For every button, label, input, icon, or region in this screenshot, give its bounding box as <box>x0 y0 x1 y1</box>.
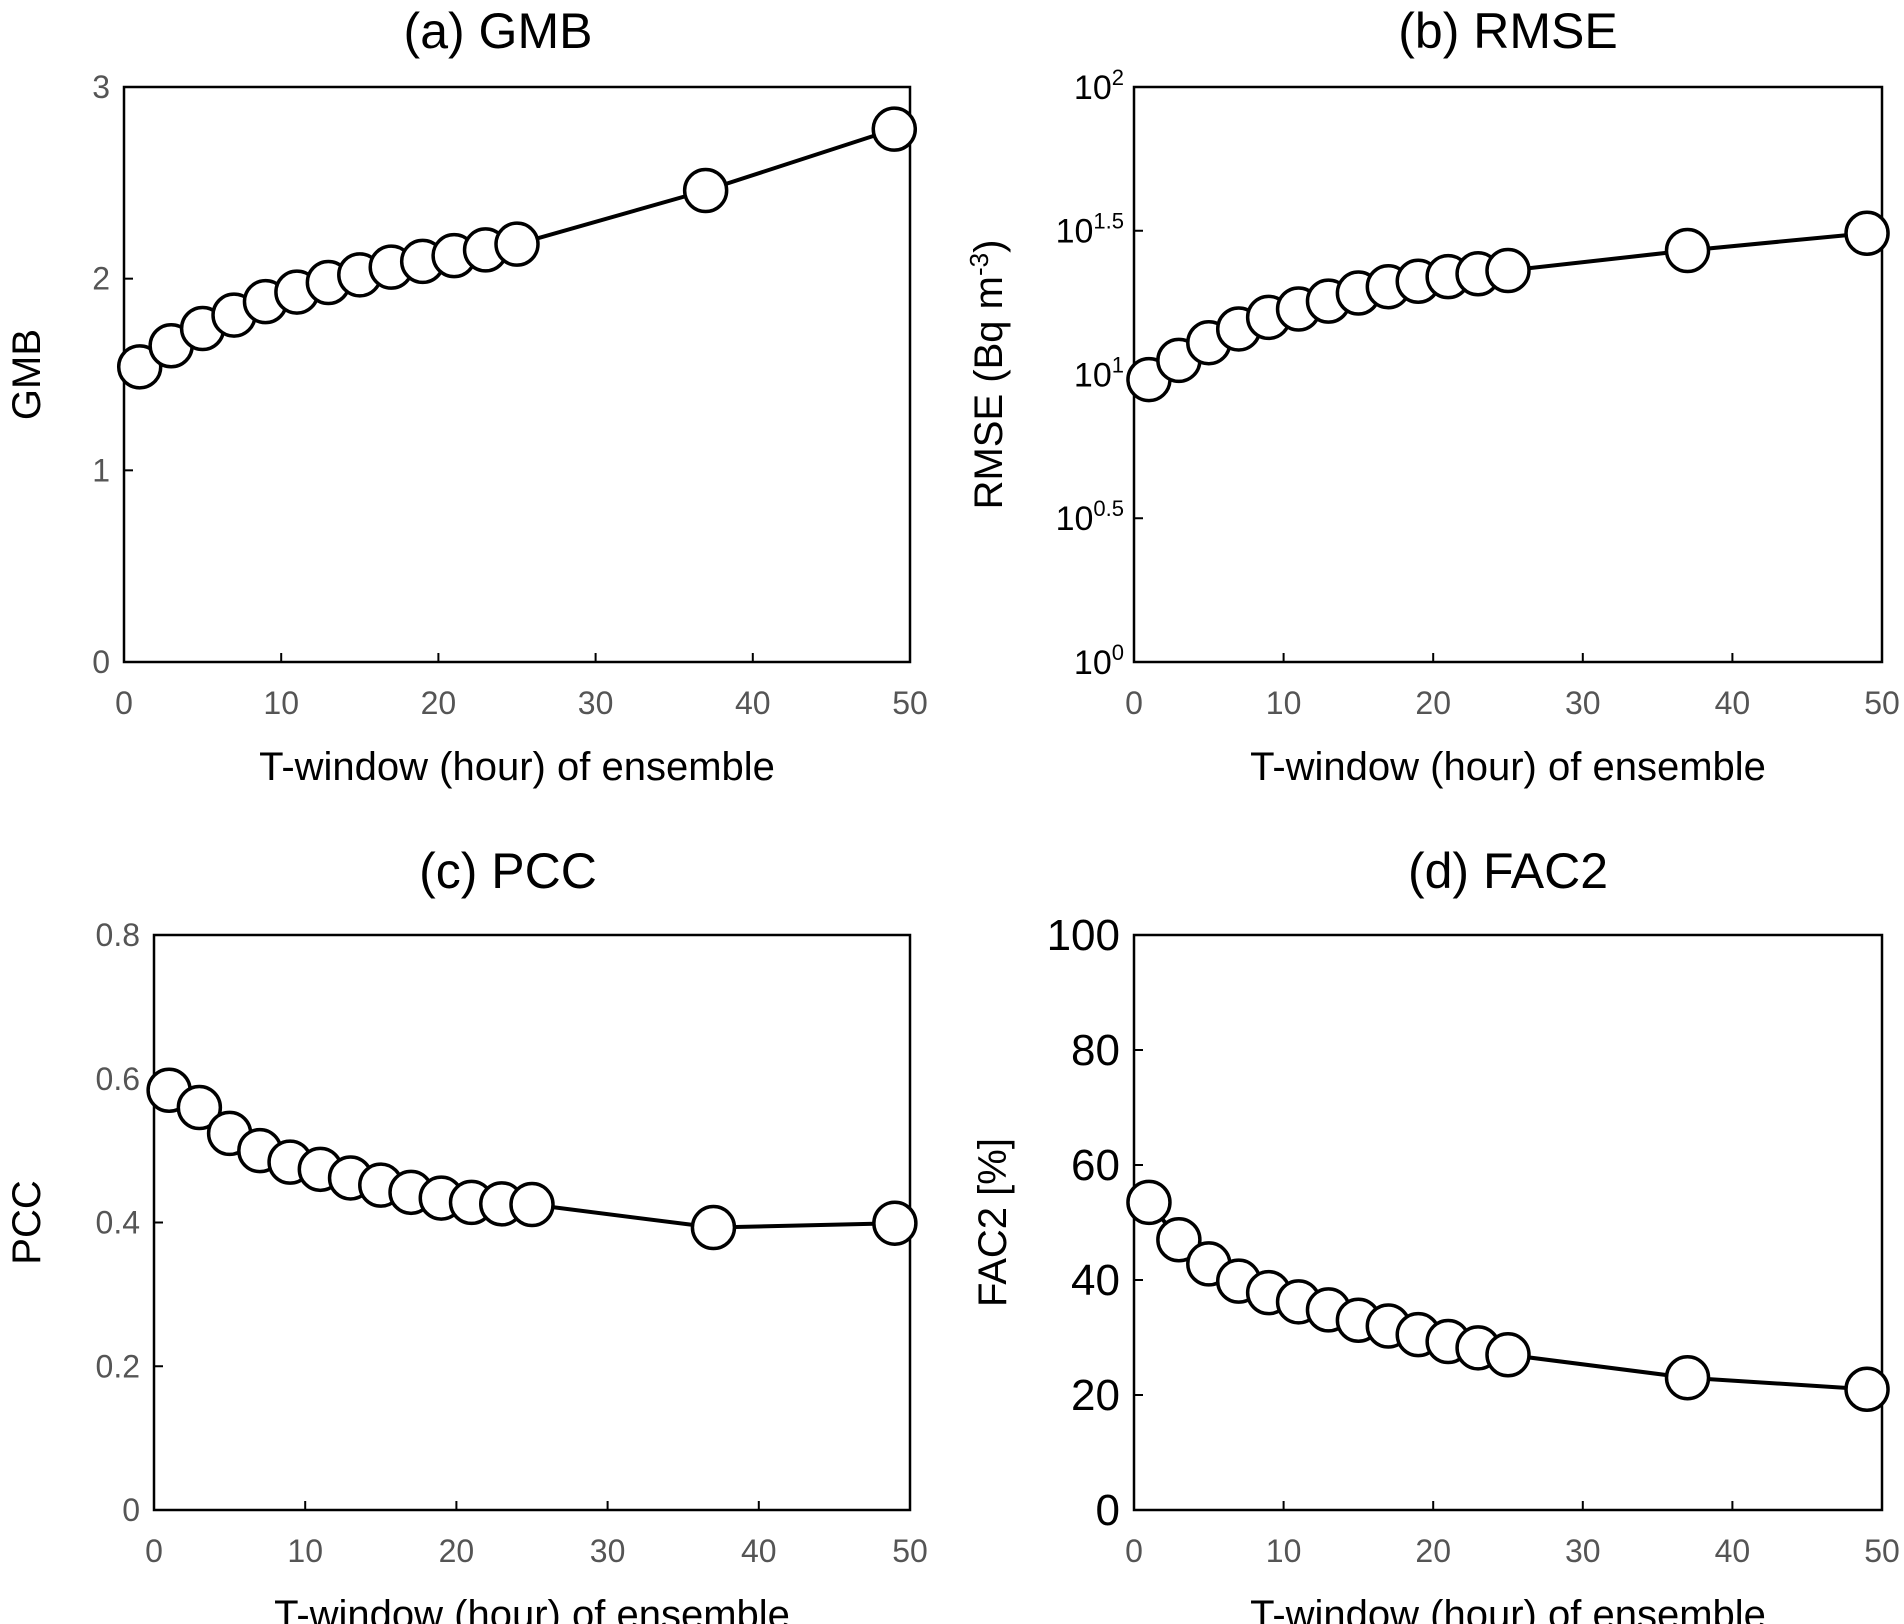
y-axis-label: FAC2 [%] <box>971 1138 1015 1307</box>
x-tick-label: 50 <box>892 685 928 721</box>
y-tick-base: 10 <box>1056 213 1094 251</box>
x-tick-label: 30 <box>1565 1533 1601 1569</box>
y-tick-label: 2 <box>92 261 110 297</box>
y-tick-label: 100 <box>1047 911 1120 960</box>
chart-title: (a) GMB <box>404 3 593 59</box>
data-point <box>1126 1179 1172 1226</box>
x-tick-label: 20 <box>439 1533 475 1569</box>
data-point <box>690 1204 737 1251</box>
x-tick-label: 30 <box>578 685 614 721</box>
y-tick-label: 80 <box>1071 1026 1120 1075</box>
data-point <box>1664 227 1711 274</box>
y-tick-label: 100 <box>1074 640 1124 682</box>
y-tick-label: 0.8 <box>96 917 140 953</box>
y-tick-base: 10 <box>1074 357 1112 395</box>
y-tick-label: 0.4 <box>96 1205 140 1241</box>
x-tick-label: 0 <box>145 1533 163 1569</box>
data-point <box>1485 247 1531 294</box>
y-tick-exponent: 1.5 <box>1093 209 1124 234</box>
x-tick-label: 10 <box>1266 1533 1302 1569</box>
x-tick-label: 10 <box>287 1533 323 1569</box>
x-tick-label: 0 <box>115 685 133 721</box>
y-axis-label: PCC <box>5 1180 49 1264</box>
y-axis-label: RMSE (Bq m-3) <box>964 240 1011 510</box>
panel-pcc: (c) PCC 0 10 20 30 40 50 0 0.2 0.4 0.6 0.8 T-window … <box>5 843 928 1624</box>
panel-gmb: (a) GMB 0 10 20 30 40 50 0 1 2 3 T-window (hour) of… <box>5 3 928 789</box>
y-tick-base: 10 <box>1074 69 1112 107</box>
y-tick-label: 101 <box>1074 353 1124 395</box>
y-tick-exponent: 0 <box>1112 640 1124 665</box>
y-tick-label: 60 <box>1071 1141 1120 1190</box>
y-tick-label: 1 <box>92 452 110 488</box>
chart-title: (b) RMSE <box>1398 3 1617 59</box>
y-tick-exponent: 1 <box>1112 353 1124 378</box>
y-tick-label: 100.5 <box>1056 496 1124 538</box>
panel-fac2: (d) FAC2 0 10 20 30 40 50 0 20 40 60 80 100 T-window … <box>971 843 1900 1624</box>
x-tick-label: 40 <box>741 1533 777 1569</box>
y-tick-label: 0 <box>1096 1486 1120 1535</box>
y-axis-label-text: RMSE (Bq m <box>967 276 1011 509</box>
plot-frame <box>1132 933 1884 1512</box>
data-point <box>872 1200 918 1246</box>
x-tick-label: 40 <box>735 685 771 721</box>
x-tick-label: 20 <box>421 685 457 721</box>
chart-title: (c) PCC <box>419 843 597 899</box>
y-tick-exponent: 0.5 <box>1093 496 1124 521</box>
data-point <box>1664 1355 1711 1401</box>
y-tick-base: 10 <box>1056 500 1094 538</box>
y-tick-exponent: 2 <box>1112 65 1124 90</box>
y-tick-label: 101.5 <box>1056 209 1124 251</box>
x-tick-label: 20 <box>1415 1533 1451 1569</box>
data-point <box>509 1181 555 1228</box>
x-axis-label: T-window (hour) of ensemble <box>1250 1593 1766 1624</box>
y-tick-label: 40 <box>1071 1256 1120 1305</box>
data-point <box>116 344 163 390</box>
x-axis-label: T-window (hour) of ensemble <box>1250 745 1766 789</box>
x-tick-label: 40 <box>1715 685 1751 721</box>
x-tick-label: 10 <box>263 685 299 721</box>
data-point <box>871 106 918 152</box>
x-tick-label: 0 <box>1125 1533 1143 1569</box>
x-tick-label: 50 <box>1864 685 1900 721</box>
x-tick-label: 0 <box>1125 685 1143 721</box>
x-tick-label: 50 <box>892 1533 928 1569</box>
y-tick-label: 0.2 <box>96 1348 140 1384</box>
x-tick-label: 20 <box>1415 685 1451 721</box>
data-point <box>176 1084 223 1131</box>
x-tick-label: 30 <box>1565 685 1601 721</box>
y-axis-label-end: ) <box>967 240 1011 253</box>
data-point <box>1844 210 1890 256</box>
y-axis-label-superscript: -3 <box>964 253 994 276</box>
chart-title: (d) FAC2 <box>1408 843 1608 899</box>
data-point <box>1844 1366 1890 1412</box>
y-axis-label: GMB <box>5 329 49 420</box>
x-tick-label: 50 <box>1864 1533 1900 1569</box>
data-point <box>1156 1217 1202 1263</box>
y-tick-label: 20 <box>1071 1371 1120 1420</box>
x-tick-label: 40 <box>1715 1533 1751 1569</box>
y-tick-label: 0.6 <box>96 1061 140 1097</box>
plot-frame <box>122 85 912 664</box>
x-tick-label: 10 <box>1266 685 1302 721</box>
y-tick-label: 0 <box>92 644 110 680</box>
y-tick-label: 102 <box>1074 65 1124 107</box>
y-tick-base: 10 <box>1074 644 1112 682</box>
y-tick-label: 0 <box>122 1492 140 1528</box>
x-tick-label: 30 <box>590 1533 626 1569</box>
y-tick-label: 3 <box>92 69 110 105</box>
x-axis-label: T-window (hour) of ensemble <box>274 1593 790 1624</box>
x-axis-label: T-window (hour) of ensemble <box>259 745 775 789</box>
data-point <box>1485 1332 1531 1378</box>
data-point <box>682 167 729 214</box>
plot-frame <box>1132 85 1884 664</box>
data-point <box>494 221 540 267</box>
